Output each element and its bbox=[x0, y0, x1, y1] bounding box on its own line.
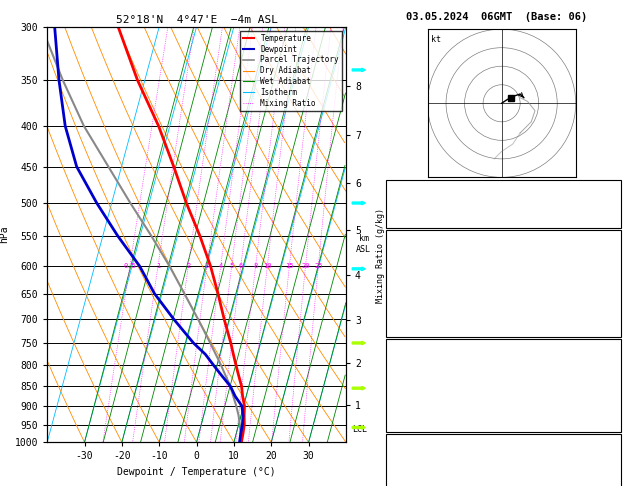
Text: 750: 750 bbox=[600, 357, 618, 367]
Text: 1: 1 bbox=[612, 386, 618, 397]
Text: Lifted Index: Lifted Index bbox=[391, 386, 461, 397]
Text: Hodograph: Hodograph bbox=[477, 437, 530, 447]
Y-axis label: hPa: hPa bbox=[0, 226, 9, 243]
Text: 307: 307 bbox=[600, 278, 618, 288]
Text: CIN (J): CIN (J) bbox=[391, 321, 431, 331]
Text: 03.05.2024  06GMT  (Base: 06): 03.05.2024 06GMT (Base: 06) bbox=[406, 12, 587, 22]
Text: 8: 8 bbox=[253, 263, 258, 269]
Text: Mixing Ratio (g/kg): Mixing Ratio (g/kg) bbox=[376, 208, 385, 303]
Text: θe(K): θe(K) bbox=[391, 278, 420, 288]
Text: 20: 20 bbox=[301, 263, 309, 269]
Text: Dewp (°C): Dewp (°C) bbox=[391, 263, 443, 273]
Text: Totals Totals: Totals Totals bbox=[391, 198, 467, 208]
Text: 2: 2 bbox=[186, 263, 191, 269]
Text: StmDir: StmDir bbox=[391, 481, 426, 486]
Text: 13: 13 bbox=[606, 451, 618, 462]
Text: Lifted Index: Lifted Index bbox=[391, 292, 461, 302]
Text: 4: 4 bbox=[219, 263, 223, 269]
Title: 52°18'N  4°47'E  −4m ASL: 52°18'N 4°47'E −4m ASL bbox=[116, 15, 277, 25]
Text: 11.5: 11.5 bbox=[594, 248, 618, 259]
Text: 0: 0 bbox=[612, 401, 618, 411]
Text: kt: kt bbox=[431, 35, 441, 44]
X-axis label: Dewpoint / Temperature (°C): Dewpoint / Temperature (°C) bbox=[117, 467, 276, 477]
Text: 6: 6 bbox=[612, 292, 618, 302]
Text: Most Unstable: Most Unstable bbox=[465, 343, 542, 353]
Text: 6: 6 bbox=[238, 263, 243, 269]
Text: CAPE (J): CAPE (J) bbox=[391, 307, 438, 317]
Text: 0: 0 bbox=[612, 307, 618, 317]
Text: 316: 316 bbox=[600, 372, 618, 382]
Text: θe (K): θe (K) bbox=[391, 372, 426, 382]
Text: 2.87: 2.87 bbox=[594, 212, 618, 223]
Text: 31: 31 bbox=[606, 183, 618, 193]
Text: PW (cm): PW (cm) bbox=[391, 212, 431, 223]
Text: Pressure (mb): Pressure (mb) bbox=[391, 357, 467, 367]
Text: 130°: 130° bbox=[594, 481, 618, 486]
Text: 25: 25 bbox=[314, 263, 323, 269]
Text: 3: 3 bbox=[205, 263, 209, 269]
Text: 56: 56 bbox=[606, 466, 618, 476]
Text: EH: EH bbox=[391, 451, 403, 462]
Text: 0: 0 bbox=[612, 416, 618, 426]
Text: 1: 1 bbox=[156, 263, 160, 269]
Text: 0: 0 bbox=[612, 321, 618, 331]
Text: CIN (J): CIN (J) bbox=[391, 416, 431, 426]
Text: 15: 15 bbox=[285, 263, 294, 269]
Text: LCL: LCL bbox=[352, 425, 367, 434]
Text: SREH: SREH bbox=[391, 466, 414, 476]
Text: K: K bbox=[391, 183, 396, 193]
Text: Temp (°C): Temp (°C) bbox=[391, 248, 443, 259]
Text: © weatheronline.co.uk: © weatheronline.co.uk bbox=[451, 475, 555, 485]
Y-axis label: km
ASL: km ASL bbox=[356, 235, 371, 254]
Text: 49: 49 bbox=[606, 198, 618, 208]
Text: 5: 5 bbox=[230, 263, 234, 269]
Text: Surface: Surface bbox=[483, 234, 524, 244]
Text: 10: 10 bbox=[263, 263, 272, 269]
Text: 0.5: 0.5 bbox=[123, 263, 136, 269]
Text: 11.2: 11.2 bbox=[594, 263, 618, 273]
Legend: Temperature, Dewpoint, Parcel Trajectory, Dry Adiabat, Wet Adiabat, Isotherm, Mi: Temperature, Dewpoint, Parcel Trajectory… bbox=[240, 31, 342, 111]
Text: CAPE (J): CAPE (J) bbox=[391, 401, 438, 411]
